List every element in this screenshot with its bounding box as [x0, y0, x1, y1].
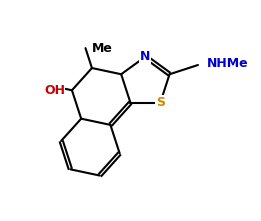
- Text: OH: OH: [44, 84, 65, 97]
- Text: N: N: [140, 50, 151, 63]
- Text: Me: Me: [91, 42, 112, 55]
- Text: S: S: [156, 96, 165, 109]
- Text: NHMe: NHMe: [207, 57, 248, 70]
